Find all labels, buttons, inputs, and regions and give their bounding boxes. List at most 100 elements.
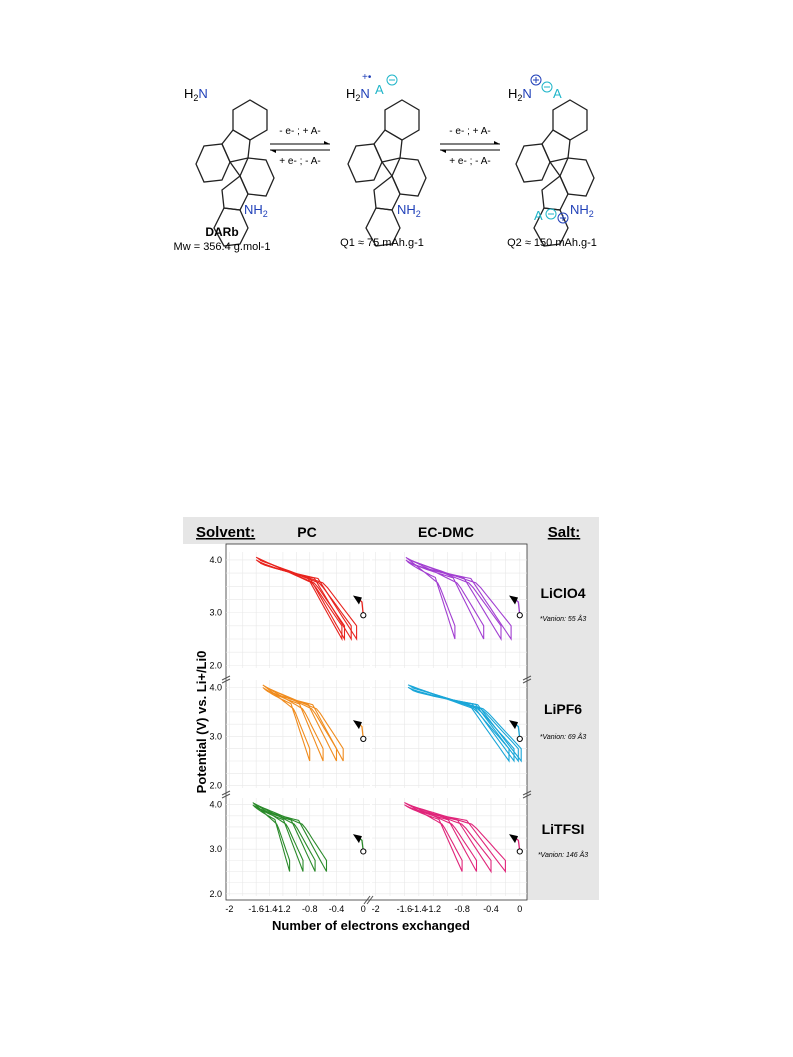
series-line-cycle-1 (407, 684, 510, 763)
y-tick-label: 2.0 (209, 889, 222, 899)
panel-layer (252, 556, 523, 874)
q2-bottom-amine: NH2 (570, 202, 594, 219)
x-tick-label: -1.2 (426, 904, 442, 914)
reaction-scheme: H2N NH2 DARb Mw = 356.4 g.mol-1 - e- ; +… (174, 72, 597, 253)
series-line-cycle-4 (256, 804, 328, 872)
darb-bottom-amine: NH2 (244, 202, 268, 219)
x-tick-label: -0.8 (454, 904, 470, 914)
compound-dication: H2N A A NH2 Q2 ≈ 150 mAh.g-1 (507, 74, 597, 249)
start-point-marker (516, 735, 523, 743)
x-tick-label: -0.8 (302, 904, 318, 914)
solvent-label: Solvent: (196, 524, 255, 541)
x-tick-label: -1.2 (275, 904, 291, 914)
direction-arrow-icon (509, 720, 519, 730)
salt-volume-liclo4: *Vanion: 55 Å3 (540, 614, 587, 623)
salt-volume-litfsi: *Vanion: 146 Å3 (538, 850, 588, 859)
series-line-cycle-4 (408, 804, 506, 874)
q1-anion-minus-icon (386, 74, 398, 86)
axis-break-marks (221, 675, 532, 905)
salt-volume-lipf6: *Vanion: 69 Å3 (540, 732, 587, 741)
arrow2-forward-label: - e- ; + A- (449, 126, 490, 137)
panel-pc-lipf6 (262, 684, 367, 762)
series-line-cycle-4 (259, 559, 358, 641)
q1-capacity: Q1 ≈ 75 mAh.g-1 (340, 237, 424, 249)
column-header-pc: PC (297, 524, 316, 540)
start-point-marker (360, 735, 367, 743)
series-line-cycle-1 (252, 802, 291, 872)
salt-column-band (527, 544, 599, 900)
direction-arrow-icon (352, 834, 362, 844)
arrow1-reverse-label: + e- ; - A- (279, 156, 320, 167)
q2-plus-icon (530, 74, 542, 86)
series-line-cycle-1 (262, 684, 311, 762)
panel-pc-liclo4 (255, 556, 367, 642)
series-line-cycle-2 (405, 802, 478, 872)
equilibrium-arrow-1: - e- ; + A- + e- ; - A- (270, 126, 330, 167)
x-tick-label: -1.4 (411, 904, 427, 914)
y-tick-label: 4.0 (209, 800, 222, 810)
y-axis-label: Potential (V) vs. Li+/Li0 (194, 651, 209, 794)
q1-top-amine: H2N (346, 86, 370, 103)
salt-name-lipf6: LiPF6 (544, 701, 582, 717)
q2-anion: A (553, 86, 562, 101)
y-tick-label: 3.0 (209, 844, 222, 854)
x-tick-label: -1.6 (397, 904, 413, 914)
tick-layer: -2 -1.6-1.4-1.2 -0.8 -0.4 0 -2 -1.6-1.4-1.2 -0.… (209, 555, 522, 914)
series-line-cycle-4 (409, 559, 512, 641)
column-header-ec-dmc: EC-DMC (418, 524, 474, 540)
x-tick-label: 0 (517, 904, 522, 914)
y-tick-label: 2.0 (209, 781, 222, 791)
darb-mw: Mw = 356.4 g.mol-1 (174, 241, 271, 253)
grid-layer (226, 552, 527, 896)
direction-arrow-icon (352, 595, 362, 605)
start-point-marker (360, 848, 367, 855)
direction-arrow-icon (509, 595, 519, 605)
x-tick-label: -2 (225, 904, 233, 914)
header-band (183, 517, 599, 544)
x-tick-label: -0.4 (329, 904, 345, 914)
q2-bottom-anion: A (534, 208, 543, 223)
x-tick-label: -2 (372, 904, 380, 914)
series-line-cycle-4 (266, 687, 344, 762)
salt-name-litfsi: LiTFSI (542, 821, 585, 837)
q1-anion: A (375, 82, 384, 97)
panel-ec-dmc-liclo4 (405, 556, 523, 641)
q1-bottom-amine: NH2 (397, 202, 421, 219)
x-tick-label: -0.4 (483, 904, 499, 914)
equilibrium-arrow-2: - e- ; + A- + e- ; - A- (440, 126, 500, 167)
x-tick-label: -1.4 (262, 904, 278, 914)
q2-bottom-minus-icon (545, 208, 557, 220)
panel-ec-dmc-lipf6 (407, 684, 523, 763)
darb-name: DARb (205, 225, 238, 239)
salt-label: Salt: (548, 524, 581, 541)
y-tick-label: 4.0 (209, 555, 222, 565)
direction-arrow-icon (352, 720, 362, 730)
compound-darb: H2N NH2 DARb Mw = 356.4 g.mol-1 (174, 86, 275, 253)
start-point-marker (516, 612, 523, 619)
panel-ec-dmc-litfsi (404, 802, 523, 874)
y-tick-label: 3.0 (209, 608, 222, 618)
q2-bottom-plus-icon (557, 212, 569, 224)
series-line-cycle-1 (405, 556, 456, 640)
series-line-cycle-1 (404, 802, 463, 872)
x-tick-label: 0 (361, 904, 366, 914)
q1-radical-charge: +• (362, 72, 372, 83)
plot-frame (225, 543, 528, 901)
q2-top-amine: H2N (508, 86, 532, 103)
y-tick-label: 2.0 (209, 660, 222, 670)
q2-capacity: Q2 ≈ 150 mAh.g-1 (507, 237, 597, 249)
arrow1-forward-label: - e- ; + A- (279, 126, 320, 137)
q2-minus-icon (541, 81, 553, 93)
arrow2-reverse-label: + e- ; - A- (449, 156, 490, 167)
darb-top-amine: H2N (184, 86, 208, 103)
x-tick-label: -1.6 (248, 904, 264, 914)
y-tick-label: 4.0 (209, 682, 222, 692)
series-line-cycle-2 (263, 685, 324, 762)
series-line-cycle-2 (253, 802, 304, 872)
series-line-cycle-1 (255, 556, 343, 642)
compound-radical-cation: H2N +• A NH2 Q1 ≈ 75 mAh.g-1 (340, 72, 427, 249)
direction-arrow-icon (509, 834, 519, 844)
salt-name-liclo4: LiClO4 (540, 585, 585, 601)
start-point-marker (360, 612, 367, 619)
series-line-cycle-2 (407, 557, 485, 640)
